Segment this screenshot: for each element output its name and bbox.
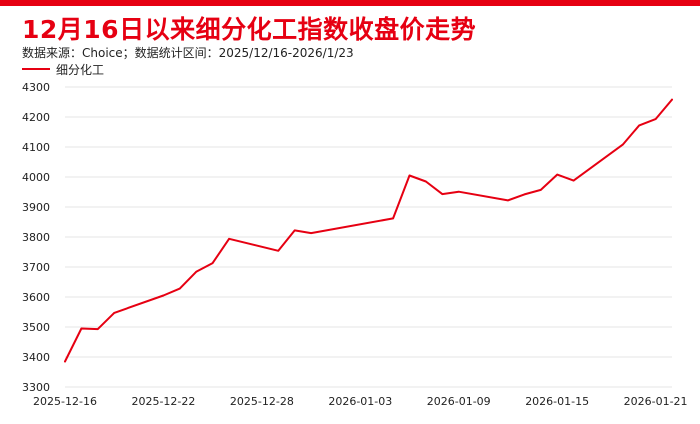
x-tick-label: 2025-12-28 [230,395,294,408]
x-axis: 2025-12-16 2025-12-22 2025-12-28 2026-01-03… [33,395,688,408]
series-line [64,98,673,363]
data-point [392,217,394,220]
data-point [507,199,509,202]
chart-title: 12月16日以来细分化工指数收盘价走势 [22,15,477,44]
plot-area [64,98,673,363]
data-point [179,287,181,290]
data-point [293,229,296,232]
y-tick-label: 4300 [22,81,50,94]
data-point [638,124,640,127]
data-point [572,179,575,182]
data-point [539,189,542,191]
data-point [277,250,280,252]
y-tick-label: 4000 [22,171,50,184]
top-accent-bar [0,0,700,6]
data-point [523,193,526,196]
x-tick-label: 2025-12-16 [33,395,97,408]
data-point [654,118,657,120]
data-point [211,262,214,264]
gridlines [65,86,672,388]
x-tick-label: 2026-01-21 [624,395,688,408]
data-point [228,238,230,240]
legend-label: 细分化工 [56,62,105,77]
data-point [80,327,83,330]
data-point [113,312,116,314]
y-tick-label: 3700 [22,261,50,274]
y-tick-label: 3800 [22,231,50,244]
data-point [671,98,673,101]
data-point [441,193,444,195]
data-point [425,180,427,183]
data-point [556,173,558,176]
y-tick-label: 4100 [22,141,50,154]
y-tick-label: 3500 [22,321,50,334]
y-tick-label: 3600 [22,291,50,304]
chart-legend: 细分化工 [22,61,104,77]
data-point [408,174,411,177]
x-tick-label: 2026-01-09 [427,395,491,408]
x-tick-label: 2025-12-22 [131,395,195,408]
x-tick-label: 2026-01-15 [525,395,589,408]
x-tick-label: 2026-01-03 [328,395,392,408]
data-point [64,360,66,363]
data-point [97,328,99,330]
data-point [162,294,165,297]
y-tick-label: 4200 [22,111,50,124]
chart-subtitle: 数据来源：Choice；数据统计区间：2025/12/16-2026/1/23 [22,46,354,60]
legend-swatch [22,68,50,70]
data-point [457,190,460,193]
y-tick-label: 3400 [22,351,50,364]
data-point [621,143,624,146]
y-tick-label: 3900 [22,201,50,214]
y-axis: 3300 3400 3500 3600 3700 3800 3900 4000 4100 4200… [22,81,50,394]
data-point [195,271,198,273]
data-point [310,232,312,234]
y-tick-label: 3300 [22,381,50,394]
